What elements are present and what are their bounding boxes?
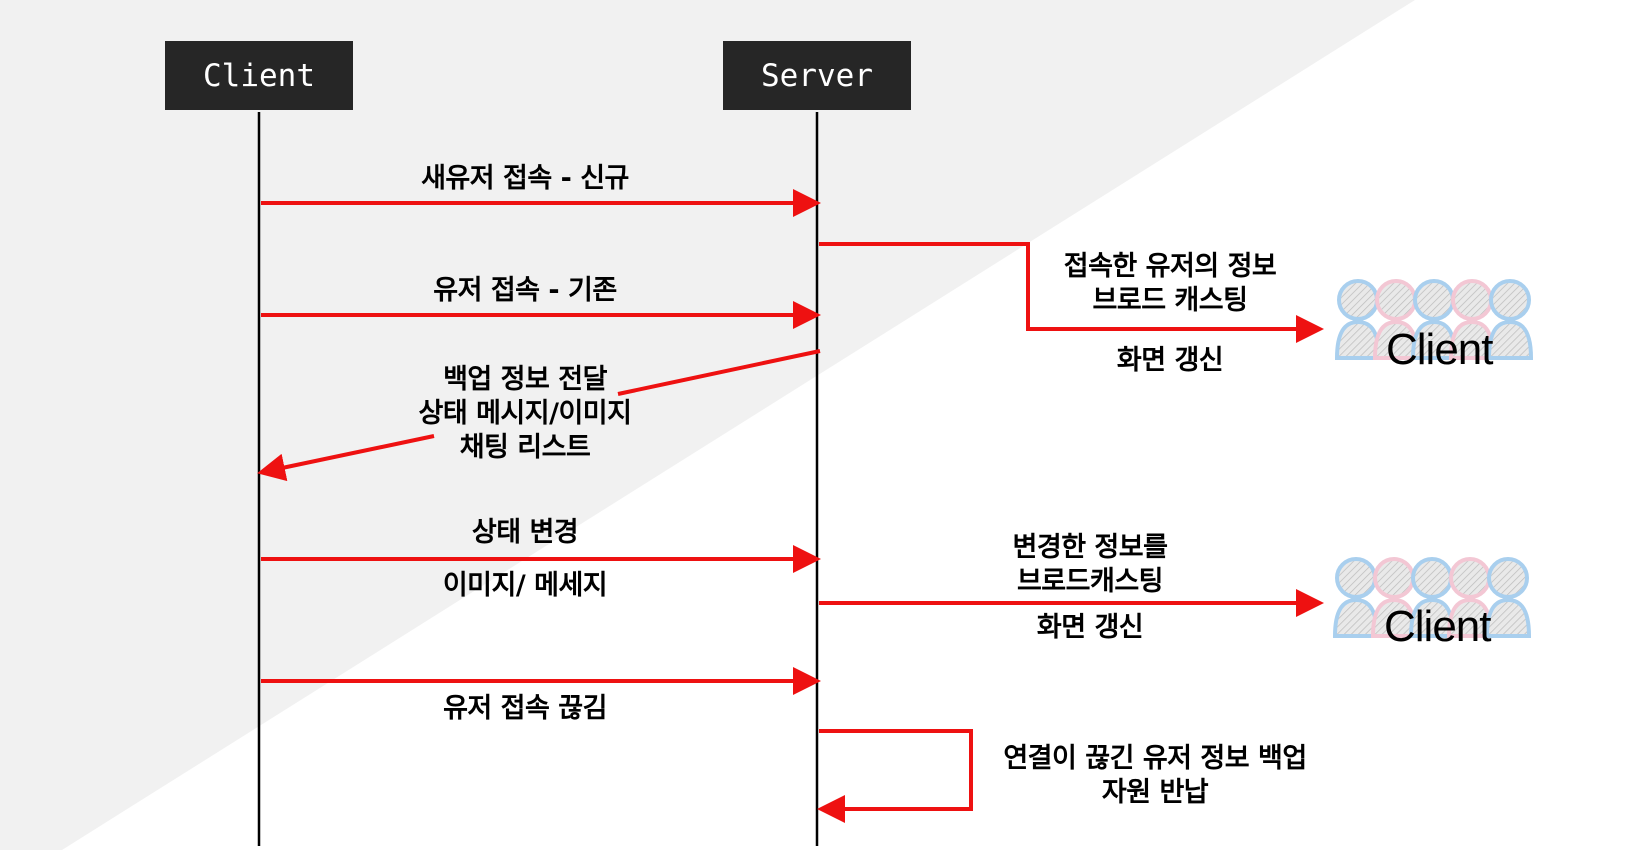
arrow-backup-a xyxy=(617,349,821,396)
server-actor-box: Server xyxy=(723,41,911,110)
label-screen-refresh-2: 화면 갱신 xyxy=(1036,612,1144,643)
client-actor-box: Client xyxy=(165,41,353,110)
label-disconnect-backup: 연결이 끊긴 유저 정보 백업 자원 반납 xyxy=(1003,743,1307,808)
label-screen-refresh-1: 화면 갱신 xyxy=(1116,345,1224,376)
label-status-change: 상태 변경 xyxy=(471,517,579,548)
arrow-backup-b xyxy=(257,434,435,482)
label-broadcast-join: 접속한 유저의 정보 브로드 캐스팅 xyxy=(1063,251,1277,316)
client-group-label-2: Client xyxy=(1384,602,1491,651)
label-broadcast-change: 변경한 정보를 브로드캐스팅 xyxy=(1012,532,1168,597)
label-disconnect: 유저 접속 끊김 xyxy=(443,693,607,724)
arrow-broadcast-join xyxy=(819,242,1324,343)
server-actor-label: Server xyxy=(761,57,873,94)
label-backup: 백업 정보 전달 상태 메시지/이미지 채팅 리스트 xyxy=(418,364,632,463)
arrow-self-backup xyxy=(817,729,973,823)
label-existing-user: 유저 접속 - 기존 xyxy=(433,275,617,306)
client-group-label-1: Client xyxy=(1386,325,1493,374)
client-actor-label: Client xyxy=(203,57,315,94)
label-new-user: 새유저 접속 - 신규 xyxy=(421,163,629,194)
label-status-change-sub: 이미지/ 메세지 xyxy=(442,570,608,601)
